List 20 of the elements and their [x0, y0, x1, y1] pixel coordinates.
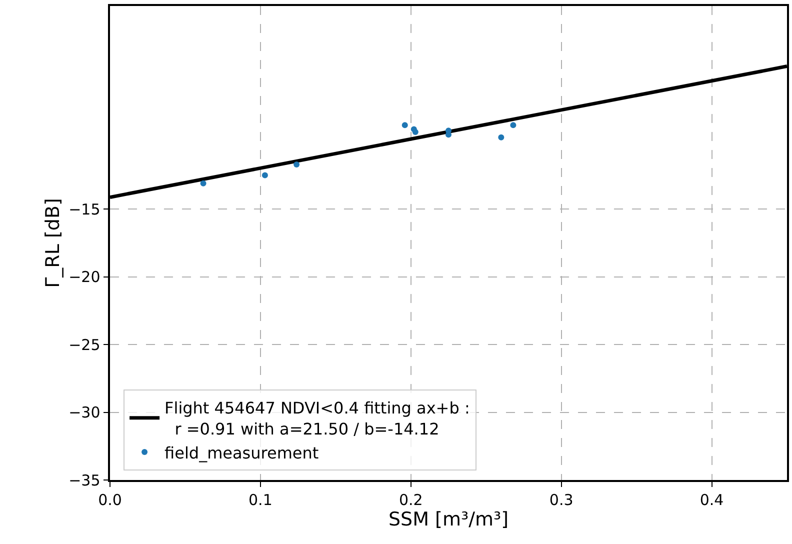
x-tick-label: 0.0 — [98, 490, 122, 509]
point — [510, 122, 516, 128]
y-tick-label: −35 — [68, 471, 100, 490]
y-tick-label: −15 — [68, 200, 100, 218]
point — [402, 122, 408, 128]
x-tick-label: 0.4 — [700, 490, 724, 509]
x-tick-label: 0.1 — [248, 490, 272, 509]
point — [498, 134, 504, 140]
x-tick-label: 0.3 — [549, 490, 574, 509]
y-axis-title: Γ_RL [dB] — [42, 198, 64, 288]
y-tick-label: −30 — [68, 404, 100, 422]
point — [412, 128, 418, 135]
x-axis-title: SSM [m³/m³] — [388, 508, 509, 531]
x-tick-label: 0.2 — [398, 490, 423, 509]
y-tick-label: −20 — [68, 268, 100, 286]
y-tick-label: −25 — [68, 336, 100, 354]
point — [294, 161, 300, 168]
legend-label: field_measurement — [164, 443, 319, 462]
point — [200, 180, 206, 186]
point — [262, 172, 268, 178]
